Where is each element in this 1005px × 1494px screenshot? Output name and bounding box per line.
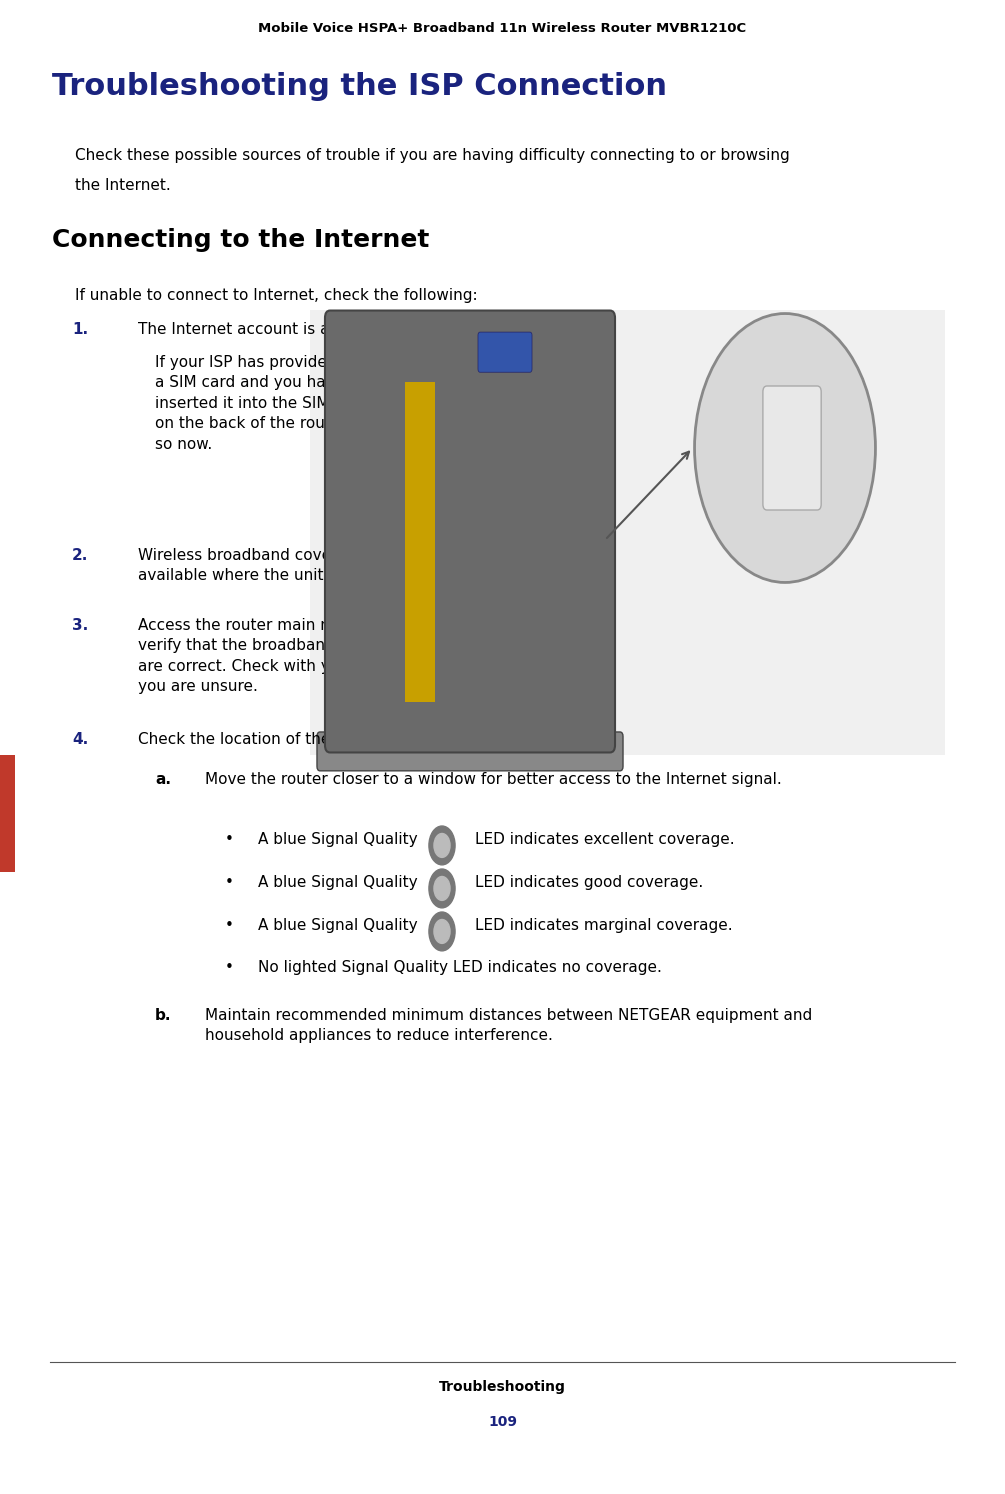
- Text: Check these possible sources of trouble if you are having difficulty connecting : Check these possible sources of trouble …: [75, 148, 790, 163]
- Text: LED indicates marginal coverage.: LED indicates marginal coverage.: [475, 917, 733, 932]
- Text: If your ISP has provided you with
a SIM card and you haven’t
inserted it into th: If your ISP has provided you with a SIM …: [155, 356, 407, 451]
- Text: Move the router closer to a window for better access to the Internet signal.: Move the router closer to a window for b…: [205, 772, 782, 787]
- Text: No lighted Signal Quality LED indicates no coverage.: No lighted Signal Quality LED indicates …: [258, 961, 662, 976]
- FancyBboxPatch shape: [317, 732, 623, 771]
- FancyBboxPatch shape: [405, 382, 435, 702]
- Circle shape: [694, 314, 875, 583]
- Text: Troubleshooting: Troubleshooting: [439, 1380, 566, 1394]
- Text: •: •: [225, 875, 234, 890]
- Text: Access the router main menu to
verify that the broadband settings
are correct. C: Access the router main menu to verify th…: [138, 619, 401, 695]
- Circle shape: [434, 919, 450, 943]
- Circle shape: [429, 911, 455, 950]
- Text: LED indicates excellent coverage.: LED indicates excellent coverage.: [475, 832, 735, 847]
- Text: If unable to connect to Internet, check the following:: If unable to connect to Internet, check …: [75, 288, 477, 303]
- Circle shape: [429, 870, 455, 908]
- Text: •: •: [225, 917, 234, 932]
- Text: The Internet account is active.: The Internet account is active.: [138, 323, 372, 338]
- Text: Wireless broadband coverage is
available where the unit is located.: Wireless broadband coverage is available…: [138, 548, 407, 583]
- Text: b.: b.: [155, 1008, 172, 1023]
- Text: Check the location of the router.: Check the location of the router.: [138, 732, 386, 747]
- FancyBboxPatch shape: [325, 311, 615, 753]
- Circle shape: [434, 834, 450, 858]
- Text: Connecting to the Internet: Connecting to the Internet: [52, 229, 429, 252]
- FancyBboxPatch shape: [0, 754, 15, 872]
- Text: a.: a.: [155, 772, 171, 787]
- FancyBboxPatch shape: [310, 309, 945, 754]
- FancyBboxPatch shape: [478, 332, 532, 372]
- Text: •: •: [225, 961, 234, 976]
- Text: 1.: 1.: [72, 323, 88, 338]
- Text: LED indicates good coverage.: LED indicates good coverage.: [475, 875, 704, 890]
- Text: A blue Signal Quality: A blue Signal Quality: [258, 917, 418, 932]
- Circle shape: [429, 826, 455, 865]
- Text: A blue Signal Quality: A blue Signal Quality: [258, 832, 418, 847]
- Text: 4.: 4.: [72, 732, 88, 747]
- Text: 109: 109: [488, 1415, 517, 1428]
- Text: Mobile Voice HSPA+ Broadband 11n Wireless Router MVBR1210C: Mobile Voice HSPA+ Broadband 11n Wireles…: [258, 22, 747, 34]
- FancyBboxPatch shape: [763, 385, 821, 509]
- Text: the Internet.: the Internet.: [75, 178, 171, 193]
- Text: 2.: 2.: [72, 548, 88, 563]
- Text: Troubleshooting the ISP Connection: Troubleshooting the ISP Connection: [52, 72, 667, 102]
- Text: Maintain recommended minimum distances between NETGEAR equipment and
household a: Maintain recommended minimum distances b…: [205, 1008, 812, 1043]
- Circle shape: [434, 877, 450, 901]
- Text: 3.: 3.: [72, 619, 88, 633]
- Text: A blue Signal Quality: A blue Signal Quality: [258, 875, 418, 890]
- Text: •: •: [225, 832, 234, 847]
